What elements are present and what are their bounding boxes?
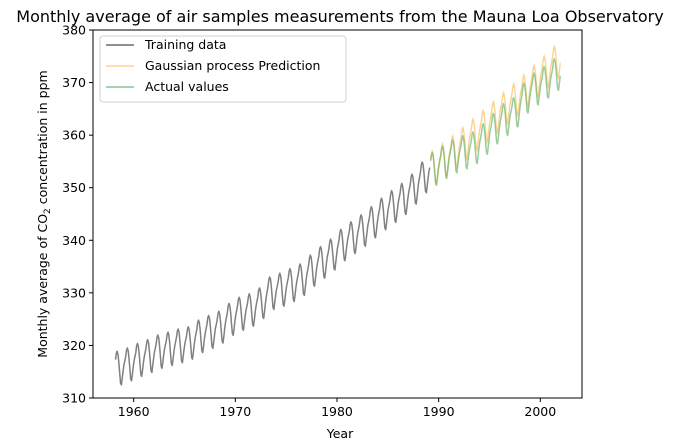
legend-label: Gaussian process Prediction (145, 58, 320, 73)
chart-title: Monthly average of air samples measureme… (16, 7, 663, 26)
gaussian-process-prediction-line (429, 46, 561, 185)
legend-entry-gaussian-process-prediction: Gaussian process Prediction (106, 58, 320, 73)
x-tick-label: 1970 (219, 404, 251, 419)
y-tick-label: 350 (62, 180, 86, 195)
x-tick-label: 2000 (524, 404, 556, 419)
x-tick-label: 1990 (423, 404, 455, 419)
y-tick-label: 320 (62, 338, 86, 353)
x-axis-label: Year (326, 426, 354, 441)
y-tick-label: 380 (62, 23, 86, 38)
y-tick-label: 330 (62, 285, 86, 300)
y-axis-label-prefix: Monthly average of CO (35, 214, 50, 358)
x-tick-label: 1960 (118, 404, 150, 419)
legend-entry-actual-values: Actual values (106, 79, 229, 94)
plot-frame (92, 29, 583, 399)
plot-lines (114, 43, 561, 386)
legend-label: Actual values (145, 79, 229, 94)
legend-box (99, 35, 347, 103)
y-tick-label: 370 (62, 75, 86, 90)
legend-label: Training data (144, 37, 226, 52)
actual-values-line (429, 58, 561, 186)
y-tick-label: 340 (62, 233, 86, 248)
training-data-line (114, 161, 431, 386)
x-axis: 1960 1970 1980 1990 2000 (118, 398, 556, 419)
legend-entry-training-data: Training data (106, 37, 226, 52)
y-axis: 310 320 330 340 350 360 370 380 (62, 23, 93, 406)
y-axis-label-subscript: 2 (43, 208, 53, 214)
y-axis-label-suffix: concentration in ppm (35, 70, 50, 208)
x-tick-label: 1980 (321, 404, 353, 419)
y-axis-label: Monthly average of CO2 concentration in … (35, 70, 53, 357)
y-tick-label: 310 (62, 391, 86, 406)
legend: Training data Gaussian process Prediction… (99, 35, 347, 103)
y-tick-label: 360 (62, 128, 86, 143)
